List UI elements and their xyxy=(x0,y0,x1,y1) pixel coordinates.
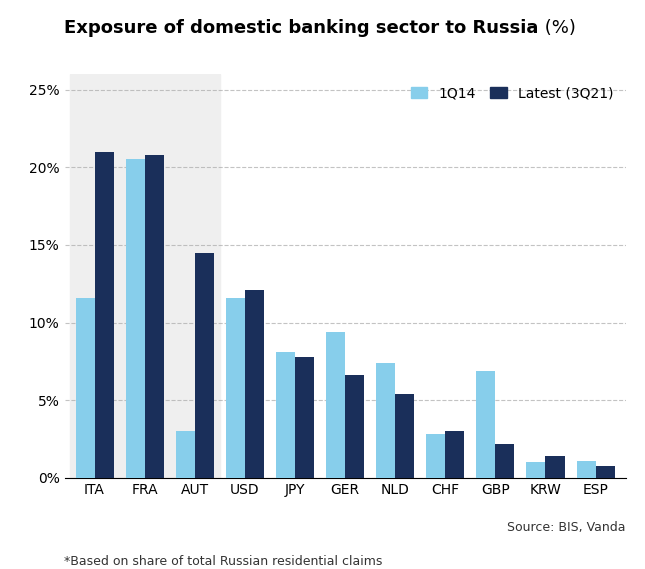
Bar xyxy=(175,431,195,478)
Bar xyxy=(245,290,264,478)
Bar xyxy=(395,394,414,478)
Text: (%): (%) xyxy=(539,19,576,37)
Bar xyxy=(345,376,364,478)
Bar xyxy=(477,371,495,478)
Legend: 1Q14, Latest (3Q21): 1Q14, Latest (3Q21) xyxy=(405,81,619,106)
Bar xyxy=(495,444,515,478)
Bar xyxy=(226,298,245,478)
Bar xyxy=(445,431,464,478)
Bar xyxy=(426,435,445,478)
Bar xyxy=(195,253,213,478)
Bar xyxy=(75,298,95,478)
Text: *Based on share of total Russian residential claims: *Based on share of total Russian residen… xyxy=(64,555,383,568)
Bar xyxy=(595,465,615,478)
Bar xyxy=(326,332,345,478)
Bar xyxy=(276,352,295,478)
Bar xyxy=(95,152,114,478)
Bar xyxy=(70,74,220,478)
Bar xyxy=(144,155,164,478)
Bar xyxy=(376,363,395,478)
Bar xyxy=(126,159,144,478)
Bar xyxy=(577,461,595,478)
Text: Source: BIS, Vanda: Source: BIS, Vanda xyxy=(507,521,626,534)
Bar xyxy=(546,456,564,478)
Bar xyxy=(295,357,314,478)
Text: Exposure of domestic banking sector to Russia: Exposure of domestic banking sector to R… xyxy=(64,19,539,37)
Bar xyxy=(526,463,546,478)
